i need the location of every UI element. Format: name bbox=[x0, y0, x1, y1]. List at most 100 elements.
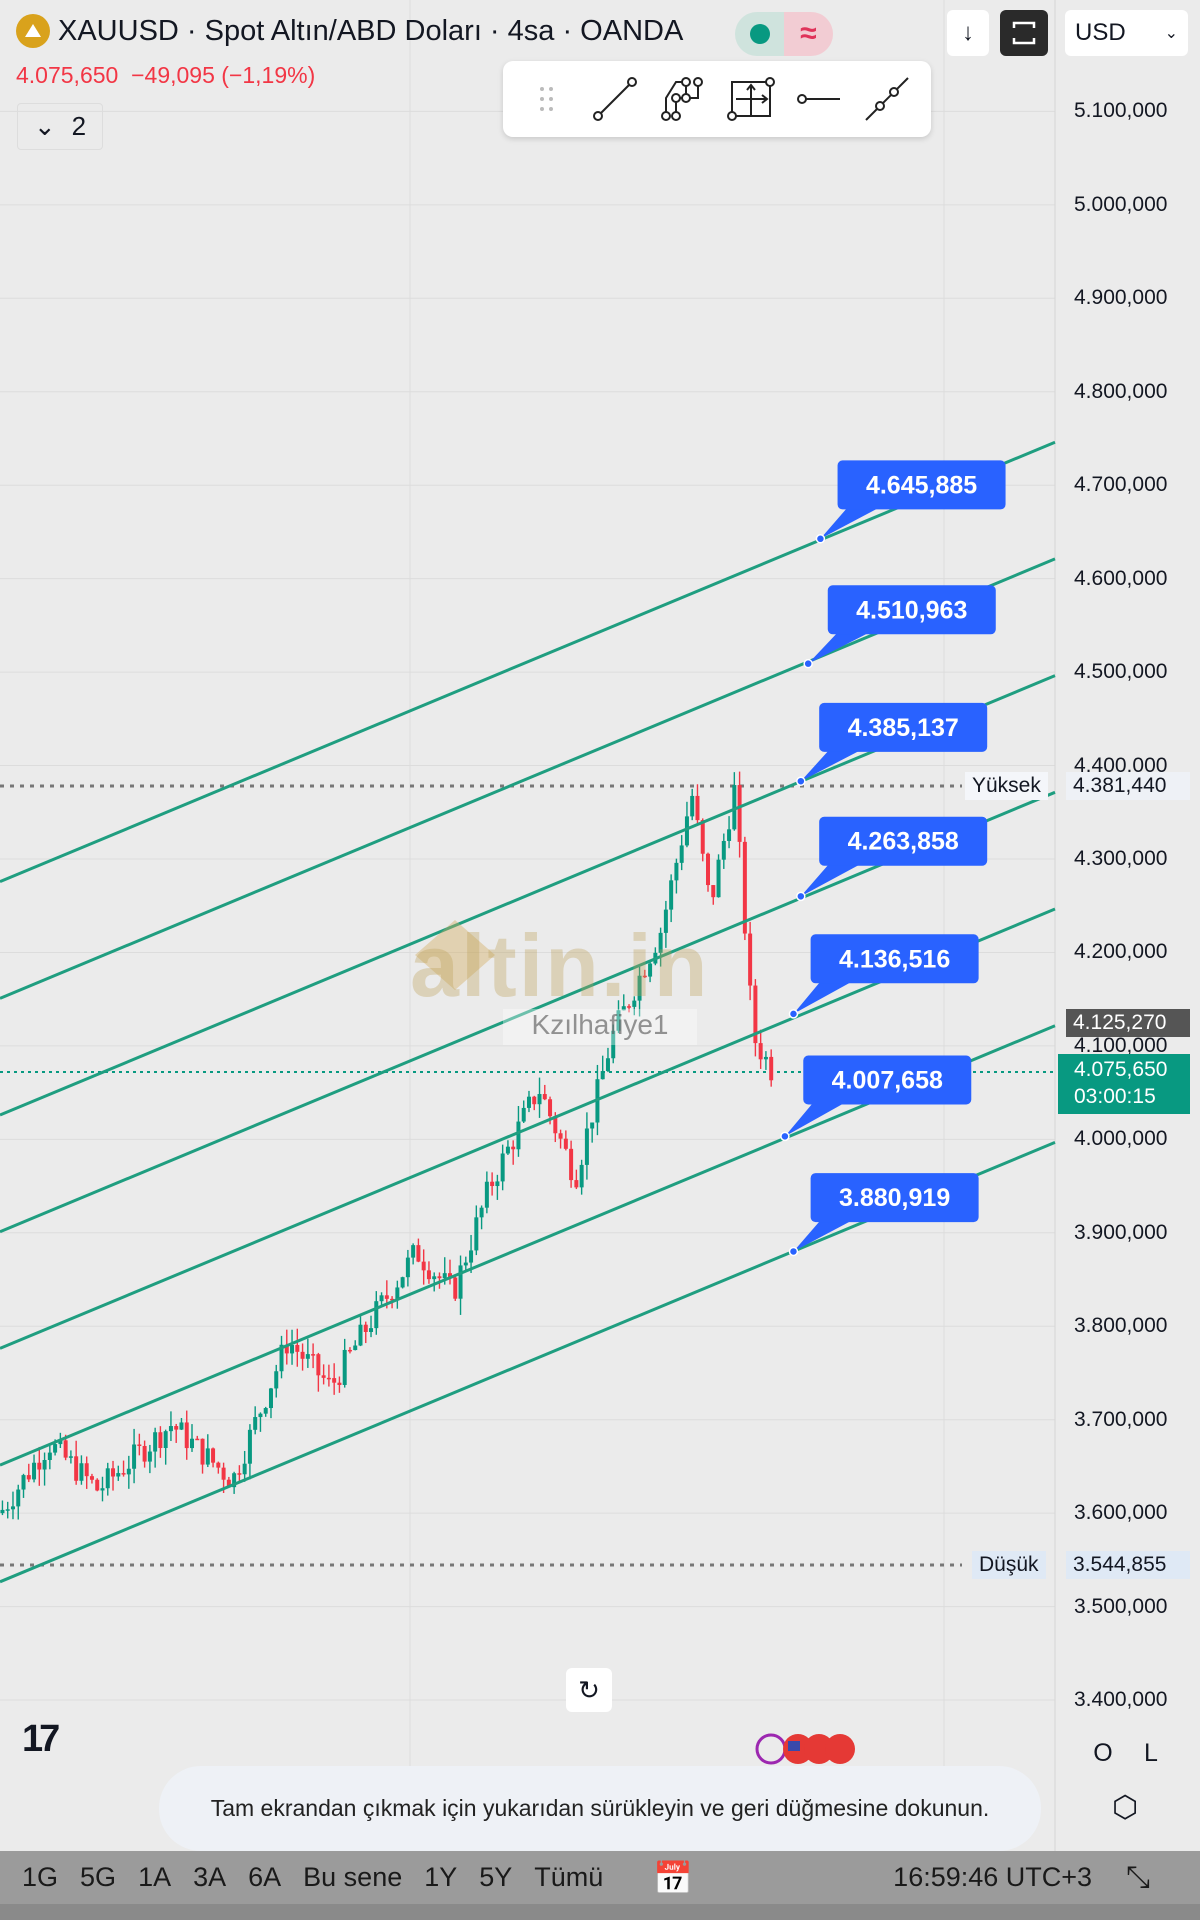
settings-icon[interactable]: ⬡ bbox=[1112, 1791, 1139, 1824]
candle-body bbox=[426, 1270, 431, 1280]
candle-body bbox=[284, 1344, 289, 1354]
candle-body bbox=[700, 820, 705, 854]
fullscreen-button[interactable] bbox=[1000, 10, 1048, 56]
candle-body bbox=[316, 1354, 321, 1376]
path-icon[interactable] bbox=[655, 71, 711, 127]
candle-body bbox=[432, 1276, 437, 1280]
range-6a[interactable]: 6A bbox=[248, 1862, 282, 1892]
fullscreen-toast: Tam ekrandan çıkmak için yukarıdan sürük… bbox=[159, 1766, 1041, 1851]
candle-body bbox=[727, 829, 732, 841]
horizontal-ray-icon[interactable] bbox=[791, 71, 847, 127]
candle-body bbox=[563, 1138, 568, 1149]
range-1a[interactable]: 1A bbox=[138, 1862, 172, 1892]
candle-body bbox=[663, 909, 668, 933]
log-scale-button[interactable]: O bbox=[1093, 1738, 1113, 1767]
candle-body bbox=[716, 859, 721, 898]
range-5y[interactable]: 5Y bbox=[479, 1862, 513, 1892]
auto-scale-button[interactable]: L bbox=[1144, 1738, 1158, 1767]
candle-body bbox=[121, 1473, 126, 1475]
crosshair-price: 4.125,270 bbox=[1066, 1009, 1190, 1037]
tradingview-logo[interactable]: 17 bbox=[22, 1718, 60, 1760]
candle-body bbox=[695, 795, 700, 821]
candle-body bbox=[300, 1351, 305, 1359]
range-1g[interactable]: 1G bbox=[22, 1862, 59, 1892]
chevron-down-icon: ⌄ bbox=[33, 111, 56, 141]
label-pointer bbox=[808, 632, 870, 664]
range-all[interactable]: Tümü bbox=[534, 1862, 604, 1892]
anchor-point bbox=[796, 891, 806, 902]
label-pointer bbox=[793, 1220, 853, 1252]
trend-line-icon[interactable] bbox=[587, 71, 643, 127]
candle-body bbox=[584, 1128, 589, 1165]
candle-body bbox=[737, 785, 742, 842]
price-tick: 4.200,000 bbox=[1074, 940, 1168, 964]
candle-body bbox=[68, 1456, 73, 1458]
candle-body bbox=[274, 1371, 279, 1389]
candle-body bbox=[21, 1475, 26, 1490]
candle-body bbox=[32, 1462, 37, 1480]
price-label-text: 3.880,919 bbox=[839, 1184, 950, 1212]
extended-line-icon[interactable] bbox=[859, 71, 915, 127]
exit-fullscreen-icon[interactable]: ⤡ bbox=[1126, 1860, 1151, 1894]
candle-body bbox=[611, 1030, 616, 1059]
candle-body bbox=[526, 1096, 531, 1108]
candle-body bbox=[347, 1349, 352, 1352]
candle-body bbox=[132, 1444, 137, 1469]
candle-body bbox=[100, 1488, 105, 1491]
candle-body bbox=[458, 1265, 463, 1299]
candle-body bbox=[26, 1475, 31, 1480]
download-button[interactable]: ↓ bbox=[947, 10, 989, 56]
price-tick: 4.400,000 bbox=[1074, 753, 1168, 777]
price-tick: 4.900,000 bbox=[1074, 286, 1168, 310]
candle-body bbox=[142, 1446, 147, 1462]
price-tick: 5.100,000 bbox=[1074, 99, 1168, 123]
candle-body bbox=[742, 841, 747, 934]
anchor-point bbox=[780, 1131, 790, 1142]
range-3a[interactable]: 3A bbox=[193, 1862, 227, 1892]
anchor-point bbox=[796, 776, 806, 786]
candle-body bbox=[105, 1468, 110, 1489]
clock-time[interactable]: 16:59:46 UTC+3 bbox=[893, 1862, 1093, 1892]
market-status[interactable]: ≈ bbox=[735, 12, 833, 56]
candle-body bbox=[358, 1324, 363, 1346]
candle-body bbox=[579, 1164, 584, 1188]
long-position-icon[interactable] bbox=[723, 71, 779, 127]
candle-body bbox=[511, 1146, 516, 1150]
candle-body bbox=[674, 862, 679, 881]
candle-body bbox=[195, 1438, 200, 1441]
candle-body bbox=[711, 885, 716, 898]
candle-body bbox=[290, 1344, 295, 1354]
low-value: 3.544,855 bbox=[1066, 1551, 1190, 1579]
anchor-point bbox=[815, 534, 826, 544]
candle-body bbox=[605, 1058, 610, 1072]
price-tick: 4.800,000 bbox=[1074, 379, 1168, 403]
price-label-box bbox=[827, 585, 996, 635]
range-5g[interactable]: 5G bbox=[80, 1862, 117, 1892]
candle-body bbox=[590, 1122, 595, 1129]
indicators-toggle[interactable]: ⌄ 2 bbox=[17, 103, 103, 150]
low-label: Düşük bbox=[972, 1551, 1046, 1579]
candle-body bbox=[706, 853, 711, 886]
goto-date-icon[interactable]: 📅 bbox=[653, 1859, 694, 1896]
candle-body bbox=[79, 1463, 84, 1481]
candle-body bbox=[684, 816, 689, 846]
candle-body bbox=[474, 1217, 479, 1251]
candle-body bbox=[669, 880, 674, 910]
range-ytd[interactable]: Bu sene bbox=[303, 1862, 403, 1892]
candle-body bbox=[216, 1462, 221, 1468]
drag-handle-icon[interactable] bbox=[519, 71, 575, 127]
economic-events-icon[interactable] bbox=[753, 1733, 863, 1765]
candle-body bbox=[500, 1153, 505, 1182]
symbol-title[interactable]: XAUUSD · Spot Altın/ABD Doları · 4sa · O… bbox=[16, 14, 683, 48]
reset-chart-button[interactable]: ↻ bbox=[566, 1668, 612, 1712]
label-pointer bbox=[793, 981, 853, 1014]
candle-body bbox=[158, 1432, 163, 1449]
currency-select[interactable]: USD ⌄ bbox=[1065, 10, 1188, 56]
candle-body bbox=[0, 1509, 5, 1514]
candle-body bbox=[37, 1462, 42, 1470]
gold-logo-icon bbox=[16, 14, 50, 48]
anchor-point bbox=[788, 1246, 799, 1257]
range-1y[interactable]: 1Y bbox=[424, 1862, 458, 1892]
candle-body bbox=[353, 1345, 358, 1351]
